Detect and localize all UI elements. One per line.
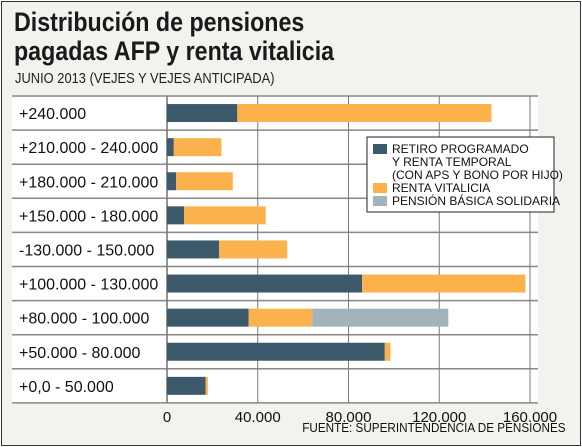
bar-segment <box>173 138 222 157</box>
bar-segment <box>167 240 220 259</box>
category-label: +150.000 - 180.000 <box>19 208 158 225</box>
bar-segment <box>384 342 391 361</box>
bar-segment <box>205 376 208 395</box>
title-line-2: pagadas AFP y renta vitalicia <box>14 36 335 66</box>
bar-segment <box>248 308 313 327</box>
category-label: +210.000 - 240.000 <box>19 140 158 157</box>
x-tick-labels: 0 40.000 80.000 120.000 160.000 <box>163 409 557 426</box>
bar-segment <box>362 274 526 293</box>
x-tick-label: 160.000 <box>503 409 557 426</box>
bar-segment <box>167 376 206 395</box>
legend-swatch <box>373 183 387 193</box>
category-label: +50.000 - 80.000 <box>19 345 141 362</box>
chart-title: Distribución de pensiones pagadas AFP y … <box>14 8 334 66</box>
bar-segment <box>167 138 174 157</box>
title-line-1: Distribución de pensiones <box>14 7 305 37</box>
bar-segment <box>237 104 492 123</box>
category-label: +240.000 <box>19 106 86 123</box>
bar-segment <box>167 172 177 191</box>
row-band <box>12 369 538 402</box>
legend-label: (CON APS Y BONO POR HIJO) <box>392 168 563 182</box>
legend-swatch <box>373 196 387 206</box>
legend-box <box>366 136 555 213</box>
x-tick-label: 80.000 <box>326 409 372 426</box>
legend-label: RENTA VITALICIA <box>392 181 490 195</box>
bar-segment <box>184 206 266 225</box>
bar-segment <box>219 240 288 259</box>
legend-label: Y RENTA TEMPORAL <box>392 155 512 169</box>
source-note: FUENTE: SUPERINTENDENCIA DE PENSIONES <box>302 420 566 435</box>
category-labels: +240.000 +210.000 - 240.000 +180.000 - 210… <box>19 106 158 396</box>
x-tick-label: 120.000 <box>412 409 466 426</box>
bars <box>167 104 526 395</box>
legend-label: PENSIÓN BÁSICA SOLIDARIA <box>392 193 560 208</box>
bar-segment <box>167 308 249 327</box>
category-label: +80.000 - 100.000 <box>19 311 149 328</box>
x-tick-label: 40.000 <box>235 409 281 426</box>
legend-swatch <box>373 144 387 154</box>
bar-segment <box>167 206 185 225</box>
bar-segment <box>176 172 233 191</box>
x-tick-label: 0 <box>163 409 171 426</box>
bar-segment <box>167 274 363 293</box>
category-label: +0,0 - 50.000 <box>19 379 114 396</box>
category-label: +100.000 - 130.000 <box>19 277 158 294</box>
category-label: -130.000 - 150.000 <box>19 242 154 259</box>
bar-segment <box>312 308 449 327</box>
bar-segment <box>167 342 385 361</box>
bar-segment <box>167 104 238 123</box>
category-label: +180.000 - 210.000 <box>19 174 158 191</box>
chart-subtitle: JUNIO 2013 (VEJES Y VEJES ANTICIPADA) <box>15 70 275 87</box>
legend-label: RETIRO PROGRAMADO <box>392 142 529 156</box>
